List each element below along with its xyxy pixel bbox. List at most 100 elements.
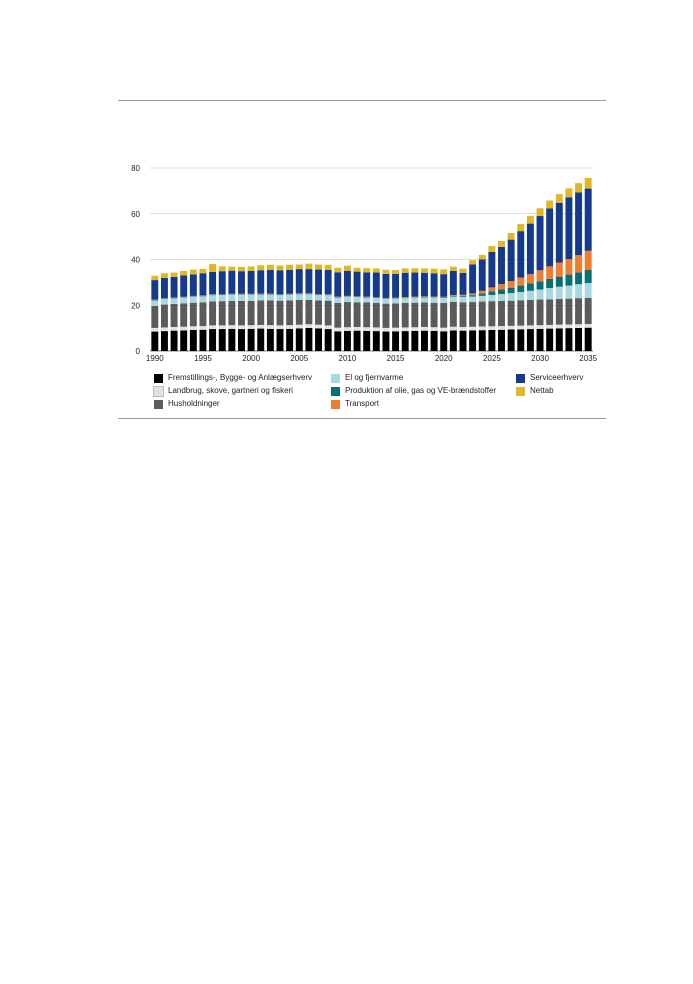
legend-label: Nettab — [530, 386, 554, 395]
bar-segment-2021-0 — [449, 330, 457, 351]
bar-segment-1998-2 — [228, 300, 236, 326]
bar-segment-2028-6 — [517, 231, 525, 278]
bar-segment-2035-3 — [584, 283, 592, 298]
x-tick-label: 1995 — [194, 354, 212, 363]
bar-2008 — [324, 264, 332, 351]
bar-segment-2017-0 — [411, 330, 419, 351]
bar-segment-1992-3 — [170, 298, 178, 304]
bar-segment-2003-6 — [276, 270, 284, 295]
bar-segment-2028-7 — [517, 224, 525, 232]
bar-segment-2009-6 — [334, 272, 342, 297]
bar-1999 — [238, 266, 245, 351]
bar-segment-2016-5 — [401, 297, 409, 298]
bar-segment-2012-1 — [363, 327, 371, 331]
bar-segment-1990-2 — [151, 305, 159, 328]
bar-segment-2000-1 — [247, 325, 255, 329]
bar-2020 — [440, 269, 448, 351]
bar-segment-2006-6 — [305, 269, 313, 294]
bar-segment-2009-7 — [334, 267, 342, 273]
bar-segment-2001-6 — [257, 270, 265, 294]
legend-item: Husholdninger — [154, 399, 220, 409]
bar-segment-2026-2 — [498, 300, 505, 327]
bar-2016 — [401, 268, 409, 351]
bar-segment-1996-7 — [209, 264, 217, 272]
bar-segment-2005-2 — [295, 299, 303, 325]
bar-segment-1998-1 — [228, 325, 236, 329]
bar-segment-1992-0 — [170, 330, 178, 351]
bar-1992 — [170, 272, 178, 351]
bar-segment-2030-3 — [536, 289, 544, 300]
bar-segment-2013-6 — [372, 272, 380, 298]
bar-segment-2022-1 — [459, 326, 467, 331]
bar-segment-1994-1 — [189, 326, 197, 330]
legend-item: Produktion af olie, gas og VE-brændstoff… — [331, 386, 496, 396]
legend-swatch — [516, 386, 525, 396]
bar-segment-2026-0 — [498, 329, 505, 351]
bar-segment-2031-4 — [546, 278, 554, 289]
legend-item: Nettab — [516, 386, 554, 396]
x-tick-label: 2020 — [435, 354, 453, 363]
bar-segment-2023-5 — [469, 293, 477, 296]
bar-segment-2004-0 — [286, 328, 294, 351]
bar-segment-1993-1 — [180, 326, 188, 331]
bar-segment-2032-4 — [555, 276, 563, 287]
bar-segment-2017-6 — [411, 272, 419, 297]
bar-segment-2013-1 — [372, 327, 380, 332]
bar-segment-2006-1 — [305, 324, 313, 328]
bar-segment-2023-7 — [469, 260, 477, 265]
bar-segment-2028-0 — [517, 329, 525, 351]
bar-segment-2022-6 — [459, 273, 467, 295]
bar-segment-2021-1 — [449, 326, 457, 331]
bar-segment-2001-3 — [257, 294, 265, 301]
bar-segment-1999-0 — [238, 329, 245, 351]
bar-1991 — [160, 273, 168, 351]
bar-segment-1996-2 — [209, 301, 217, 326]
bar-segment-1998-7 — [228, 266, 236, 271]
bar-segment-2029-0 — [526, 329, 534, 351]
bar-segment-2014-3 — [382, 298, 390, 304]
bar-segment-2025-1 — [488, 326, 496, 330]
bar-2013 — [372, 268, 380, 351]
bar-segment-2016-2 — [401, 302, 409, 328]
bar-segment-1993-6 — [180, 275, 188, 297]
bar-segment-2031-3 — [546, 288, 554, 300]
bar-segment-2022-5 — [459, 294, 467, 296]
bar-segment-2007-6 — [315, 269, 322, 295]
bar-2011 — [353, 267, 361, 351]
bar-segment-2005-1 — [295, 324, 303, 329]
bar-segment-2023-2 — [469, 302, 477, 327]
bar-1990 — [151, 275, 159, 351]
bar-segment-2034-5 — [575, 255, 583, 273]
bar-segment-1997-3 — [218, 294, 226, 302]
bar-segment-2027-0 — [507, 329, 515, 351]
bar-segment-2013-2 — [372, 302, 380, 328]
bar-segment-1992-2 — [170, 303, 178, 327]
bar-segment-2033-1 — [565, 324, 573, 329]
bar-segment-2011-6 — [353, 271, 361, 297]
bar-segment-2035-5 — [584, 250, 592, 271]
bar-segment-2032-1 — [555, 324, 563, 329]
bar-2034 — [575, 183, 583, 351]
bar-segment-2019-2 — [430, 302, 438, 328]
bar-segment-2000-0 — [247, 328, 255, 351]
bar-segment-2004-7 — [286, 264, 294, 270]
bar-segment-1995-0 — [199, 329, 207, 351]
bar-segment-1996-0 — [209, 329, 217, 351]
bar-segment-1998-3 — [228, 294, 236, 301]
bar-segment-2020-0 — [440, 331, 448, 351]
bar-segment-2007-0 — [315, 328, 322, 351]
bar-segment-2020-6 — [440, 274, 448, 297]
legend-swatch — [154, 373, 163, 383]
bar-segment-2021-6 — [449, 270, 457, 295]
bar-2019 — [430, 268, 438, 351]
bar-segment-2004-2 — [286, 300, 294, 326]
y-tick-label: 0 — [136, 347, 141, 356]
bar-segment-2030-0 — [536, 328, 544, 351]
bar-segment-2005-3 — [295, 294, 303, 300]
bar-segment-2002-1 — [266, 325, 274, 329]
bar-segment-2008-6 — [324, 270, 332, 295]
y-axis: 0 20 40 60 80 — [131, 164, 140, 356]
bar-segment-2001-7 — [257, 265, 265, 271]
bar-segment-1990-7 — [151, 275, 159, 281]
bar-segment-2027-3 — [507, 293, 515, 301]
